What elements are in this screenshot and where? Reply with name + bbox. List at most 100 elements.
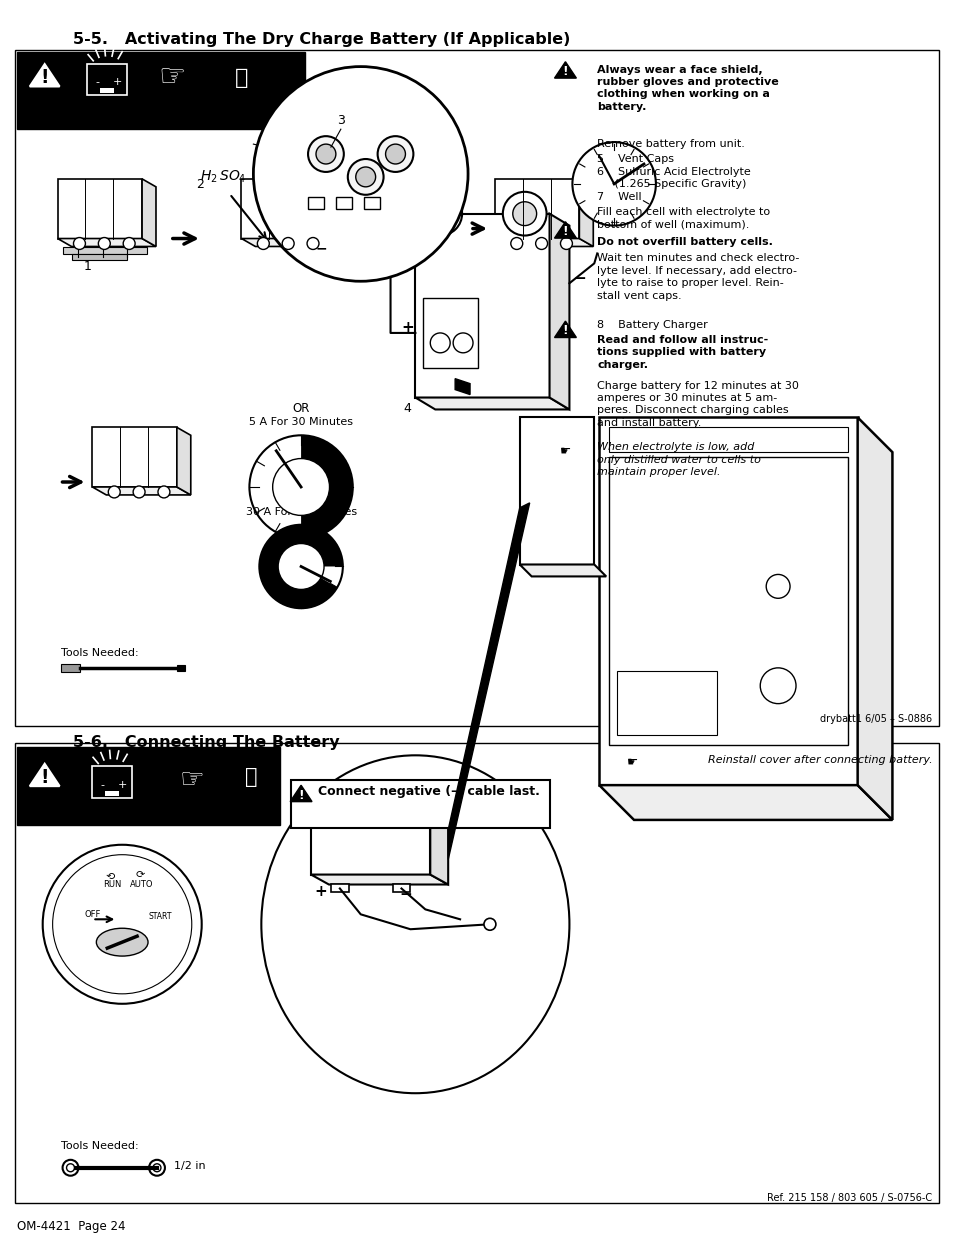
Bar: [105, 792, 119, 797]
Text: 1: 1: [84, 261, 91, 273]
Text: OFF: OFF: [84, 910, 100, 919]
Circle shape: [315, 144, 335, 164]
Text: 5-6.   Connecting The Battery: 5-6. Connecting The Battery: [72, 735, 338, 751]
Bar: [291, 781, 549, 827]
Text: 〰: 〰: [245, 767, 257, 787]
Bar: [315, 224, 375, 268]
Bar: [63, 247, 147, 254]
Bar: [308, 196, 324, 209]
Text: !: !: [40, 68, 49, 86]
Circle shape: [535, 237, 547, 249]
Text: Read and follow all instruc-
tions supplied with battery
charger.: Read and follow all instruc- tions suppl…: [597, 335, 768, 369]
Polygon shape: [430, 790, 448, 884]
Polygon shape: [57, 238, 156, 247]
Circle shape: [257, 237, 269, 249]
Polygon shape: [578, 179, 593, 247]
Circle shape: [158, 487, 170, 498]
Bar: [100, 89, 114, 94]
Bar: [609, 427, 847, 452]
Text: $H_2\,SO_4$: $H_2\,SO_4$: [200, 169, 247, 185]
Circle shape: [502, 191, 546, 236]
Text: Tools Needed:: Tools Needed:: [61, 1141, 138, 1151]
Text: +: +: [117, 781, 127, 790]
Text: RUN: RUN: [103, 881, 121, 889]
Polygon shape: [142, 179, 156, 247]
Polygon shape: [495, 238, 593, 247]
Text: Wait ten minutes and check electro-
lyte level. If necessary, add electro-
lyte : Wait ten minutes and check electro- lyte…: [597, 253, 799, 300]
Bar: [598, 417, 857, 785]
Bar: [17, 52, 305, 130]
Polygon shape: [554, 222, 576, 238]
Circle shape: [307, 237, 318, 249]
Circle shape: [249, 435, 353, 538]
Text: Reinstall cover after connecting battery.: Reinstall cover after connecting battery…: [707, 756, 931, 766]
Text: !: !: [562, 65, 568, 78]
Circle shape: [133, 487, 145, 498]
Bar: [519, 417, 594, 564]
Text: 2: 2: [195, 178, 203, 191]
Circle shape: [259, 525, 342, 608]
Bar: [363, 196, 379, 209]
Text: Connect negative (–) cable last.: Connect negative (–) cable last.: [317, 785, 539, 798]
Bar: [72, 254, 127, 261]
Polygon shape: [857, 417, 891, 820]
Circle shape: [483, 919, 496, 930]
Circle shape: [348, 159, 383, 195]
Text: -: -: [100, 781, 104, 790]
Bar: [331, 883, 349, 893]
Circle shape: [43, 845, 201, 1004]
Text: When electrolyte is low, add
only distilled water to cells to
maintain proper le: When electrolyte is low, add only distil…: [597, 442, 760, 477]
Text: START: START: [148, 911, 172, 921]
Text: 5 A For 30 Minutes: 5 A For 30 Minutes: [249, 417, 353, 427]
Bar: [15, 743, 938, 1203]
Polygon shape: [519, 564, 605, 577]
Polygon shape: [30, 64, 59, 86]
Text: +: +: [400, 320, 414, 336]
Bar: [617, 671, 716, 735]
Polygon shape: [57, 179, 142, 238]
Circle shape: [73, 237, 86, 249]
Circle shape: [385, 144, 405, 164]
Text: !: !: [40, 768, 49, 787]
Polygon shape: [415, 398, 569, 410]
Text: ☛: ☛: [626, 756, 638, 768]
Text: −: −: [398, 888, 412, 903]
Bar: [609, 457, 847, 746]
Polygon shape: [598, 785, 891, 820]
Text: +: +: [314, 884, 327, 899]
Text: Remove battery from unit.: Remove battery from unit.: [597, 140, 744, 149]
Polygon shape: [326, 179, 339, 247]
Bar: [423, 298, 477, 368]
Text: 〰: 〰: [234, 68, 248, 88]
Text: ⟳: ⟳: [135, 869, 145, 879]
Polygon shape: [92, 427, 176, 487]
Polygon shape: [311, 874, 448, 884]
Ellipse shape: [261, 756, 569, 1093]
Circle shape: [513, 201, 537, 226]
Polygon shape: [261, 237, 276, 247]
Text: ☞: ☞: [179, 766, 204, 794]
Text: Tools Needed:: Tools Needed:: [61, 648, 138, 658]
Text: 5-5.   Activating The Dry Charge Battery (If Applicable): 5-5. Activating The Dry Charge Battery (…: [72, 32, 569, 47]
Circle shape: [308, 136, 343, 172]
Text: ⟲: ⟲: [106, 872, 115, 882]
Polygon shape: [241, 238, 339, 247]
Bar: [61, 664, 80, 672]
Wedge shape: [301, 435, 353, 538]
Circle shape: [572, 142, 656, 226]
Text: Do not overfill battery cells.: Do not overfill battery cells.: [597, 237, 772, 247]
Text: 5    Vent Caps: 5 Vent Caps: [597, 154, 674, 164]
Circle shape: [560, 237, 572, 249]
Bar: [176, 664, 185, 671]
Bar: [88, 64, 127, 95]
Text: !: !: [298, 789, 304, 802]
Circle shape: [510, 237, 522, 249]
Text: 7    Well: 7 Well: [597, 191, 641, 201]
Text: −: −: [573, 270, 585, 285]
Wedge shape: [259, 525, 342, 608]
Text: −: −: [314, 242, 327, 256]
Text: ☞: ☞: [158, 63, 186, 93]
Bar: [92, 766, 132, 798]
Text: 3: 3: [336, 114, 344, 127]
Polygon shape: [30, 763, 59, 787]
